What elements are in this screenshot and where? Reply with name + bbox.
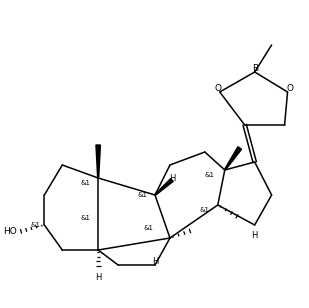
Text: H: H — [152, 257, 158, 266]
Text: HO: HO — [4, 228, 17, 237]
Text: &1: &1 — [205, 172, 215, 178]
Text: &1: &1 — [137, 192, 147, 198]
Text: H: H — [252, 230, 258, 240]
Text: O: O — [214, 83, 221, 92]
Text: H: H — [169, 173, 175, 183]
Text: &1: &1 — [30, 222, 40, 228]
Text: B: B — [253, 63, 259, 72]
Text: &1: &1 — [80, 180, 90, 186]
Polygon shape — [96, 145, 100, 178]
Text: O: O — [286, 83, 293, 92]
Text: &1: &1 — [80, 215, 90, 221]
Polygon shape — [155, 179, 173, 195]
Text: &1: &1 — [200, 207, 210, 213]
Text: H: H — [95, 274, 101, 282]
Text: &1: &1 — [143, 225, 153, 231]
Polygon shape — [224, 147, 242, 170]
